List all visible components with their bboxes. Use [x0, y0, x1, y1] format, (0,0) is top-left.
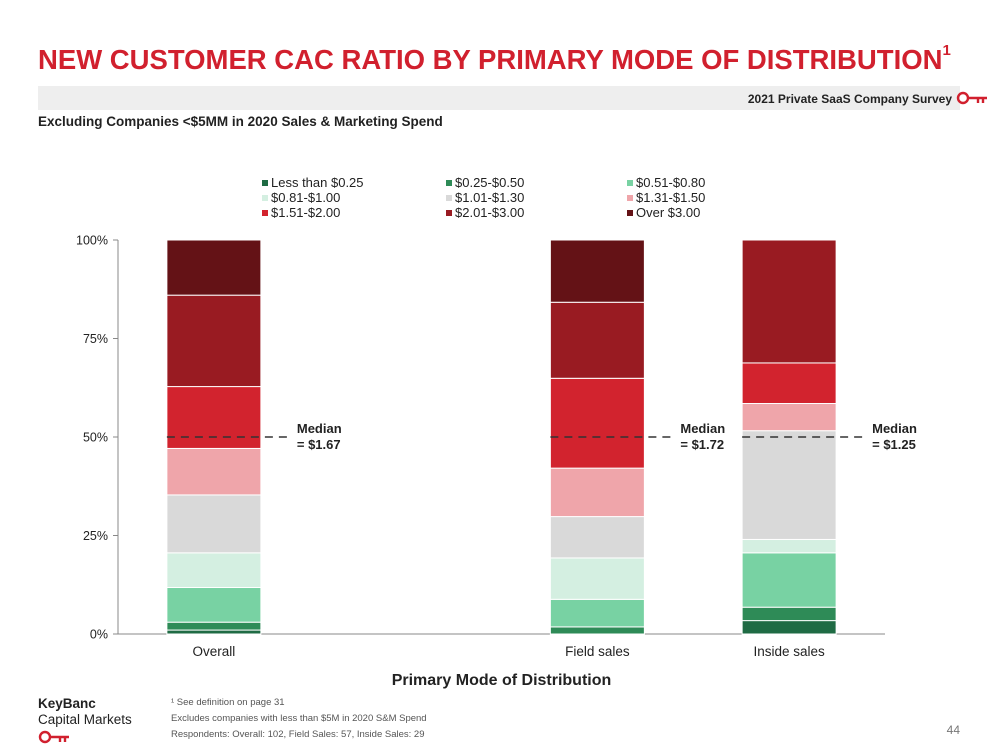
brand-line1: KeyBanc — [38, 696, 96, 711]
bar-segment — [166, 552, 262, 589]
bar-segment — [741, 620, 837, 635]
x-tick-label: Field sales — [565, 644, 630, 659]
legend-swatch — [262, 180, 268, 186]
title-footnote-marker: 1 — [942, 41, 951, 59]
legend-swatch — [627, 180, 633, 186]
legend-label: $0.25-$0.50 — [455, 175, 524, 190]
page-number: 44 — [946, 723, 960, 737]
y-tick-label: 50% — [83, 431, 108, 445]
x-axis-title: Primary Mode of Distribution — [392, 672, 612, 689]
legend-label: Over $3.00 — [636, 205, 700, 220]
legend-swatch — [627, 210, 633, 216]
bar-segment — [166, 494, 262, 554]
bar-segment — [166, 629, 262, 635]
bar-segment — [166, 294, 262, 388]
legend-label: $0.81-$1.00 — [271, 190, 340, 205]
y-tick-label: 75% — [83, 332, 108, 346]
bar-segment — [549, 516, 645, 559]
legend-swatch — [627, 195, 633, 201]
brand-logo-text: KeyBanc Capital Markets — [38, 696, 132, 728]
legend-label: Less than $0.25 — [271, 175, 364, 190]
bar-segment — [549, 626, 645, 635]
median-value: = $1.67 — [297, 437, 341, 452]
chart-subtitle: Excluding Companies <$5MM in 2020 Sales … — [38, 114, 443, 129]
legend-label: $1.31-$1.50 — [636, 190, 705, 205]
survey-label: 2021 Private SaaS Company Survey — [747, 92, 952, 106]
bar-segment — [166, 239, 262, 296]
legend-label: $2.01-$3.00 — [455, 205, 524, 220]
survey-banner — [38, 86, 960, 110]
bar-segment — [166, 587, 262, 623]
legend-swatch — [262, 210, 268, 216]
key-logo-icon — [38, 730, 69, 744]
x-tick-label: Inside sales — [753, 644, 825, 659]
legend-swatch — [262, 195, 268, 201]
bar-segment — [166, 386, 262, 449]
legend-label: $1.51-$2.00 — [271, 205, 340, 220]
page-title: NEW CUSTOMER CAC RATIO BY PRIMARY MODE O… — [38, 41, 951, 76]
bar-segment — [741, 538, 837, 554]
median-value: = $1.25 — [872, 437, 916, 452]
bar-segment — [549, 239, 645, 303]
legend-label: $0.51-$0.80 — [636, 175, 705, 190]
median-label: Median — [297, 421, 342, 436]
bar-segment — [166, 447, 262, 496]
footnote-2: Excludes companies with less than $5M in… — [171, 713, 427, 724]
bar-segment — [741, 606, 837, 622]
bar-segment — [549, 557, 645, 600]
bar-segment — [549, 301, 645, 379]
footnote-1: ¹ See definition on page 31 — [171, 697, 285, 708]
bar-segment — [741, 430, 837, 540]
bar-segment — [549, 467, 645, 518]
legend-swatch — [446, 180, 452, 186]
bar-segment — [741, 362, 837, 405]
y-tick-label: 0% — [90, 628, 108, 642]
bar-segment — [549, 598, 645, 628]
footnotes: ¹ See definition on page 31 Excludes com… — [171, 695, 427, 743]
median-label: Median — [872, 421, 917, 436]
footnote-3: Respondents: Overall: 102, Field Sales: … — [171, 729, 425, 740]
key-logo-icon — [956, 91, 987, 105]
bar-segment — [741, 552, 837, 608]
x-tick-label: Overall — [192, 644, 235, 659]
bar-segment — [166, 621, 262, 631]
median-label: Median — [680, 421, 725, 436]
legend-label: $1.01-$1.30 — [455, 190, 524, 205]
bar-segment — [741, 239, 837, 364]
bar-segment — [549, 377, 645, 469]
y-tick-label: 25% — [83, 529, 108, 543]
y-tick-label: 100% — [76, 234, 108, 248]
median-value: = $1.72 — [680, 437, 724, 452]
bar-segment — [741, 403, 837, 432]
title-text: NEW CUSTOMER CAC RATIO BY PRIMARY MODE O… — [38, 44, 943, 75]
legend-swatch — [446, 195, 452, 201]
legend-swatch — [446, 210, 452, 216]
brand-line2: Capital Markets — [38, 712, 132, 727]
